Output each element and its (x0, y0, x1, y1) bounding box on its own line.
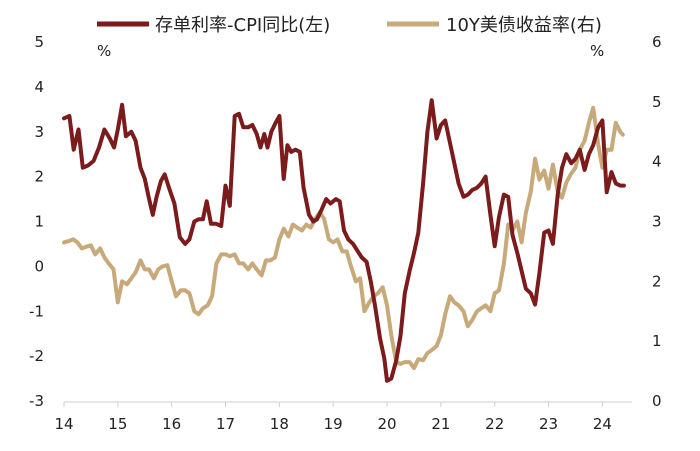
left-tick-label: 5 (34, 33, 44, 51)
left-axis-ticks: -3 -2 -1 0 1 2 3 4 5 (29, 33, 44, 410)
x-tick-label: 15 (108, 415, 127, 433)
left-tick-label: 2 (34, 168, 44, 186)
legend: 存单利率-CPI同比(左) 10Y美债收益率(右) (97, 15, 602, 36)
x-tick-label: 17 (216, 415, 235, 433)
left-tick-label: -2 (29, 347, 44, 365)
x-tick-label: 16 (162, 415, 181, 433)
x-tick-label: 21 (431, 415, 450, 433)
x-tick-label: 18 (270, 415, 289, 433)
right-tick-label: 6 (652, 33, 662, 51)
series-line-2 (62, 105, 625, 371)
right-tick-label: 4 (652, 153, 662, 171)
left-tick-label: 1 (34, 213, 44, 231)
series-layer (62, 98, 626, 383)
left-tick-label: -1 (29, 302, 44, 320)
right-axis-unit: % (590, 42, 604, 60)
left-axis-unit: % (97, 42, 111, 60)
x-tick-label: 14 (54, 415, 73, 433)
legend-label-series-2: 10Y美债收益率(右) (446, 15, 602, 36)
left-tick-label: 4 (34, 78, 44, 96)
left-tick-label: 3 (34, 123, 44, 141)
x-tick-label: 23 (539, 415, 558, 433)
left-tick-label: 0 (34, 257, 44, 275)
left-tick-label: -3 (29, 392, 44, 410)
x-tick-label: 19 (324, 415, 343, 433)
x-tick-label: 20 (377, 415, 396, 433)
right-tick-label: 3 (652, 213, 662, 231)
right-axis-ticks: 0 1 2 3 4 5 6 (652, 33, 662, 410)
x-tick-label: 24 (593, 415, 612, 433)
x-tick-label: 22 (485, 415, 504, 433)
right-tick-label: 5 (652, 93, 662, 111)
right-tick-label: 2 (652, 272, 662, 290)
right-tick-label: 1 (652, 332, 662, 350)
x-axis: 14 15 16 17 18 19 20 21 22 23 24 (54, 401, 632, 433)
series-line-1 (62, 98, 626, 383)
right-tick-label: 0 (652, 392, 662, 410)
legend-label-series-1: 存单利率-CPI同比(左) (155, 15, 330, 36)
